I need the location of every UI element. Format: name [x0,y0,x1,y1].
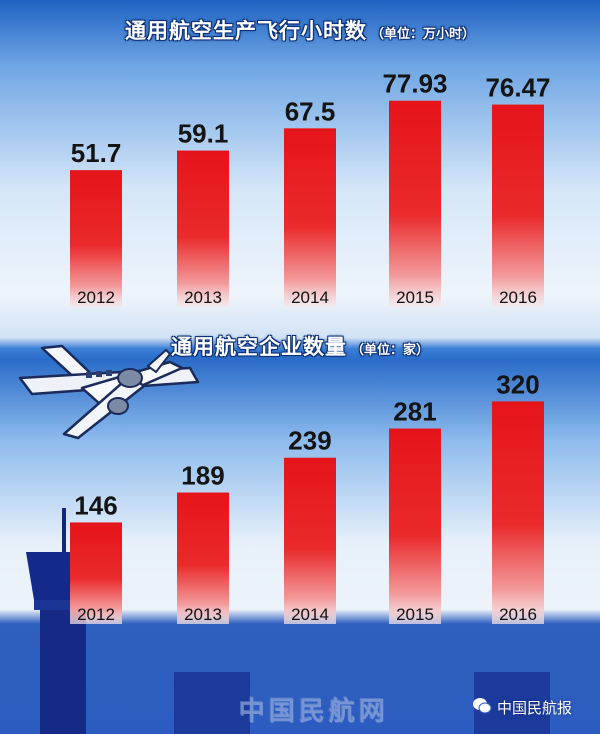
x-tick-label: 2016 [499,288,537,307]
airplane-icon [18,344,200,440]
x-tick-label: 2012 [77,605,115,624]
site-watermark: 中国民航网 [238,696,389,726]
data-label: 51.7 [71,138,122,168]
chart-1: 51.7 2012 59.1 2013 67.5 2014 77.93 2015 76.47 20… [70,69,551,308]
x-tick-label: 2012 [77,288,115,307]
bar-2013 [177,492,229,624]
x-tick-label: 2015 [396,288,434,307]
data-label: 189 [181,461,224,491]
x-tick-label: 2016 [499,605,537,624]
data-label: 59.1 [178,119,229,149]
bar-2016 [492,104,544,308]
data-label: 77.93 [382,69,447,99]
data-label: 67.5 [285,96,336,126]
chart-2-unit: （单位：家） [350,343,429,358]
x-tick-label: 2015 [396,605,434,624]
bar-2012 [70,522,122,624]
data-label: 281 [393,397,436,427]
chart-2: 146 2012 189 2013 239 2014 281 2015 320 2016 [70,369,544,624]
bar-2015 [389,428,441,624]
bar-2014 [284,457,336,624]
bar-2014 [284,128,336,307]
x-tick-label: 2013 [184,288,222,307]
data-label: 320 [496,369,539,399]
bar-2012 [70,170,122,307]
bar-2015 [389,100,441,307]
chart-2-title: 通用航空企业数量 （单位：家） [0,331,600,361]
bar-2016 [492,401,544,624]
chart-1-title: 通用航空生产飞行小时数 （单位：万小时） [0,15,600,45]
chart-1-title-text: 通用航空生产飞行小时数 [124,19,367,43]
x-tick-label: 2014 [291,288,329,307]
x-tick-label: 2013 [184,605,222,624]
bar-2013 [177,150,229,307]
data-label: 239 [288,426,331,456]
data-label: 146 [74,490,117,520]
wechat-icon [473,698,492,714]
x-tick-label: 2014 [291,605,329,624]
data-label: 76.47 [485,73,550,103]
chart-1-unit: （单位：万小时） [370,27,475,42]
chart-2-title-text: 通用航空企业数量 [170,335,347,359]
account-watermark: 中国民航报 [497,699,573,717]
